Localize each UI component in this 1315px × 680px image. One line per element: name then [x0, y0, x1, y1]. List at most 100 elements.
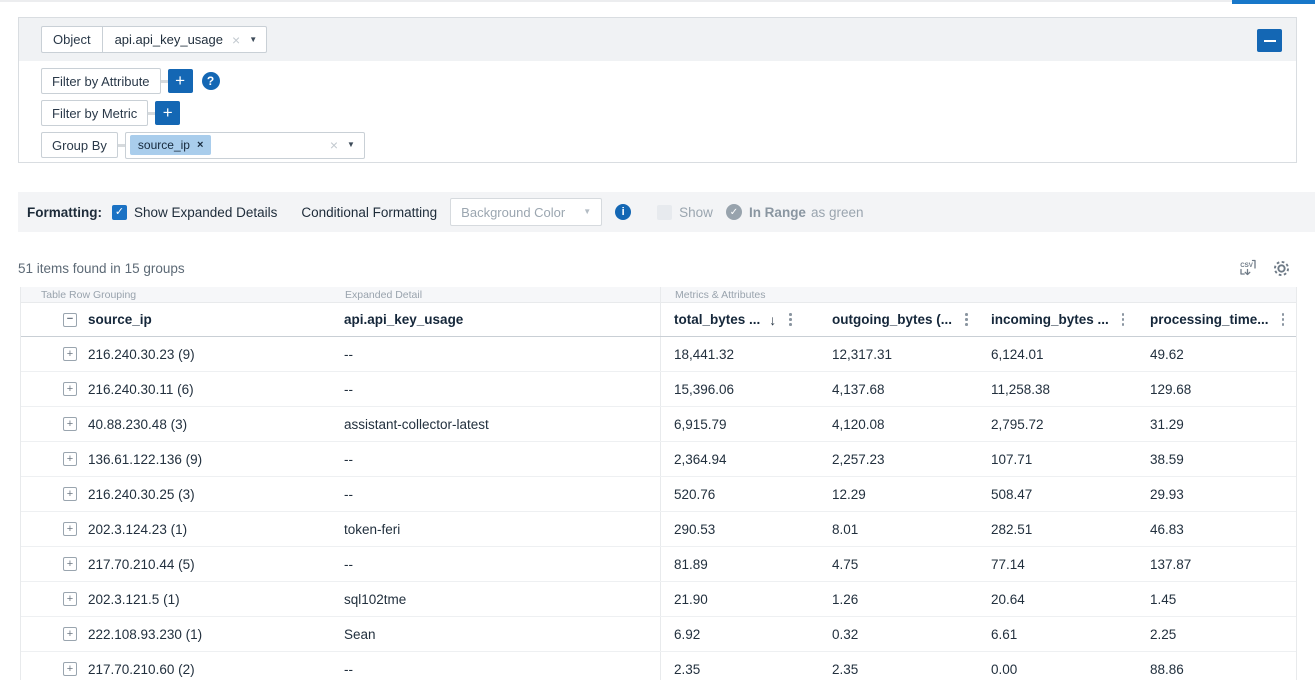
expand-row-icon[interactable]: + — [63, 382, 77, 396]
filter-by-attribute-row: Filter by Attribute + ? — [41, 68, 1296, 94]
show-expanded-details-label: Show Expanded Details — [134, 205, 277, 220]
expand-row-icon[interactable]: + — [63, 347, 77, 361]
row-group-cell: + 216.240.30.11 (6) — [21, 372, 337, 406]
table-row: + 217.70.210.60 (2) -- 2.35 2.35 0.00 88… — [21, 652, 1296, 680]
object-row: Object api.api_key_usage × ▼ — [19, 18, 1296, 61]
row-incoming-bytes: 6.61 — [978, 617, 1137, 651]
clear-object-icon[interactable]: × — [232, 33, 240, 47]
show-checkbox-disabled — [657, 205, 672, 220]
row-group-cell: + 217.70.210.44 (5) — [21, 547, 337, 581]
expand-row-icon[interactable]: + — [63, 662, 77, 676]
row-processing-time: 29.93 — [1137, 477, 1296, 511]
row-total-bytes: 2,364.94 — [660, 442, 819, 476]
row-processing-time: 1.45 — [1137, 582, 1296, 616]
chevron-down-icon: ▼ — [583, 208, 591, 216]
sort-descending-icon[interactable]: ↓ — [769, 312, 776, 328]
object-label: Object — [42, 27, 103, 52]
as-green-label: as green — [811, 205, 864, 220]
filter-by-attribute-label: Filter by Attribute — [41, 68, 161, 94]
column-menu-icon[interactable] — [785, 311, 796, 328]
row-group-cell: + 40.88.230.48 (3) — [21, 407, 337, 441]
expand-row-icon[interactable]: + — [63, 592, 77, 606]
row-outgoing-bytes: 0.32 — [819, 617, 978, 651]
connector-line — [148, 112, 155, 115]
row-expanded-detail: token-feri — [337, 512, 660, 546]
group-by-chip-label: source_ip — [138, 138, 190, 152]
metric-header-outgoing-bytes[interactable]: outgoing_bytes (... — [832, 312, 952, 327]
expand-row-icon[interactable]: + — [63, 627, 77, 641]
table-row: + 217.70.210.44 (5) -- 81.89 4.75 77.14 … — [21, 547, 1296, 582]
add-attribute-filter-button[interactable]: + — [168, 69, 193, 93]
row-processing-time: 88.86 — [1137, 652, 1296, 680]
row-processing-time: 2.25 — [1137, 617, 1296, 651]
expand-row-icon[interactable]: + — [63, 522, 77, 536]
clear-group-by-icon[interactable]: × — [330, 138, 338, 152]
row-group-label: 222.108.93.230 (1) — [88, 627, 202, 642]
show-expanded-details-checkbox[interactable]: ✓ — [112, 205, 127, 220]
background-color-select[interactable]: Background Color ▼ — [450, 198, 602, 226]
table-row: + 136.61.122.136 (9) -- 2,364.94 2,257.2… — [21, 442, 1296, 477]
chevron-down-icon[interactable]: ▼ — [347, 141, 355, 149]
row-group-label: 216.240.30.11 (6) — [88, 382, 194, 397]
row-processing-time: 137.87 — [1137, 547, 1296, 581]
row-group-label: 40.88.230.48 (3) — [88, 417, 187, 432]
row-group-cell: + 202.3.121.5 (1) — [21, 582, 337, 616]
table-row: + 216.240.30.23 (9) -- 18,441.32 12,317.… — [21, 337, 1296, 372]
metric-header-incoming-bytes[interactable]: incoming_bytes ... — [991, 312, 1109, 327]
filter-by-metric-row: Filter by Metric + — [41, 100, 1296, 126]
help-icon[interactable]: ? — [202, 72, 220, 90]
table-row: + 202.3.121.5 (1) sql102tme 21.90 1.26 2… — [21, 582, 1296, 617]
group-by-chip[interactable]: source_ip × — [130, 135, 211, 155]
in-range-label: In Range — [749, 205, 806, 220]
row-total-bytes: 520.76 — [660, 477, 819, 511]
expand-row-icon[interactable]: + — [63, 417, 77, 431]
add-metric-filter-button[interactable]: + — [155, 101, 180, 125]
table-meta-row: 51 items found in 15 groups CSV — [18, 255, 1297, 281]
row-expanded-detail: -- — [337, 477, 660, 511]
gear-icon[interactable] — [1271, 258, 1291, 278]
background-color-value: Background Color — [461, 205, 565, 220]
column-menu-icon[interactable] — [1278, 311, 1289, 328]
row-group-label: 217.70.210.44 (5) — [88, 557, 195, 572]
collapse-panel-button[interactable] — [1257, 29, 1282, 52]
expand-row-icon[interactable]: + — [63, 557, 77, 571]
csv-download-icon[interactable]: CSV — [1238, 258, 1258, 278]
items-found-summary: 51 items found in 15 groups — [18, 261, 185, 276]
column-group-band: Table Row Grouping Expanded Detail Metri… — [21, 287, 1296, 302]
chevron-down-icon[interactable]: ▼ — [249, 36, 257, 44]
row-total-bytes: 18,441.32 — [660, 337, 819, 371]
filter-by-metric-label: Filter by Metric — [41, 100, 148, 126]
row-incoming-bytes: 20.64 — [978, 582, 1137, 616]
object-select[interactable]: Object api.api_key_usage × ▼ — [41, 26, 267, 53]
detail-column-header[interactable]: api.api_key_usage — [337, 303, 660, 336]
row-processing-time: 46.83 — [1137, 512, 1296, 546]
row-total-bytes: 15,396.06 — [660, 372, 819, 406]
expand-row-icon[interactable]: + — [63, 452, 77, 466]
row-outgoing-bytes: 8.01 — [819, 512, 978, 546]
info-icon[interactable]: i — [615, 204, 631, 220]
metric-header-processing-time[interactable]: processing_time... — [1150, 312, 1269, 327]
row-total-bytes: 290.53 — [660, 512, 819, 546]
table-row: + 40.88.230.48 (3) assistant-collector-l… — [21, 407, 1296, 442]
group-by-input[interactable]: source_ip × × ▼ — [125, 132, 365, 159]
table-row: + 202.3.124.23 (1) token-feri 290.53 8.0… — [21, 512, 1296, 547]
metric-header-total-bytes[interactable]: total_bytes ... — [674, 312, 760, 327]
row-processing-time: 31.29 — [1137, 407, 1296, 441]
remove-chip-icon[interactable]: × — [197, 139, 203, 151]
row-expanded-detail: -- — [337, 372, 660, 406]
column-menu-icon[interactable] — [961, 311, 972, 328]
expand-row-icon[interactable]: + — [63, 487, 77, 501]
formatting-title: Formatting: — [27, 205, 102, 220]
svg-text:CSV: CSV — [1240, 262, 1254, 269]
query-builder-panel: Object api.api_key_usage × ▼ Filter by A… — [18, 17, 1297, 163]
group-column-header[interactable]: source_ip — [88, 312, 152, 327]
row-outgoing-bytes: 2,257.23 — [819, 442, 978, 476]
collapse-all-rows-icon[interactable]: − — [63, 313, 77, 327]
column-menu-icon[interactable] — [1118, 311, 1129, 328]
band-metrics-attributes: Metrics & Attributes — [660, 287, 1296, 302]
row-outgoing-bytes: 2.35 — [819, 652, 978, 680]
row-expanded-detail: Sean — [337, 617, 660, 651]
top-divider-line — [0, 0, 1315, 2]
object-value: api.api_key_usage — [115, 32, 223, 47]
row-group-label: 202.3.124.23 (1) — [88, 522, 187, 537]
